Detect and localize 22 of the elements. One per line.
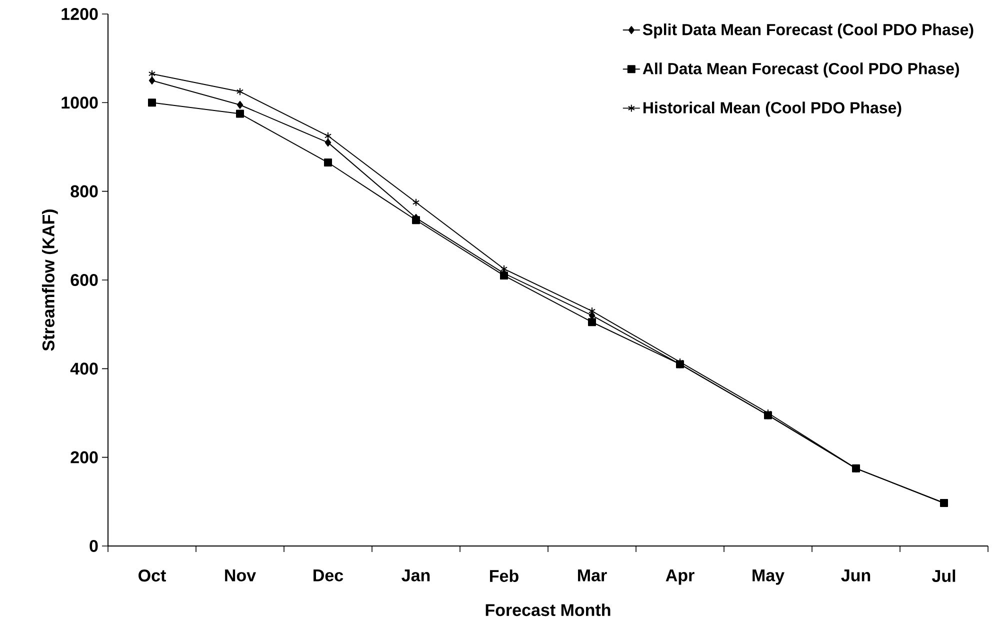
x-tick-label: Feb <box>490 570 518 582</box>
y-tick-label: 600 <box>70 274 98 286</box>
x-tick-label: Mar <box>578 570 607 582</box>
legend-label: Historical Mean (Cool PDO Phase) <box>643 102 902 117</box>
x-axis-title: Forecast Month <box>486 604 610 616</box>
x-tick-label: May <box>752 570 784 585</box>
legend-label: Split Data Mean Forecast (Cool PDO Phase) <box>642 23 974 38</box>
x-tick-label: Jul <box>932 570 956 582</box>
x-tick-label: Apr <box>666 570 694 585</box>
y-axis-title: Streamflow (KAF) <box>42 210 58 351</box>
x-tick-label: Jun <box>841 570 870 582</box>
y-tick-label: 0 <box>90 540 98 552</box>
legend-label: All Data Mean Forecast (Cool PDO Phase) <box>642 62 959 78</box>
y-tick-label: 400 <box>70 362 98 375</box>
x-tick-label: Oct <box>138 570 166 582</box>
x-tick-label: Dec <box>314 570 344 582</box>
y-tick-label: 1000 <box>62 96 98 109</box>
y-tick-label: 800 <box>70 185 98 198</box>
x-tick-label: Nov <box>225 570 256 582</box>
x-tick-label: Jan <box>402 570 430 582</box>
y-tick-label: 1200 <box>62 8 98 20</box>
y-tick-label: 200 <box>70 451 98 464</box>
